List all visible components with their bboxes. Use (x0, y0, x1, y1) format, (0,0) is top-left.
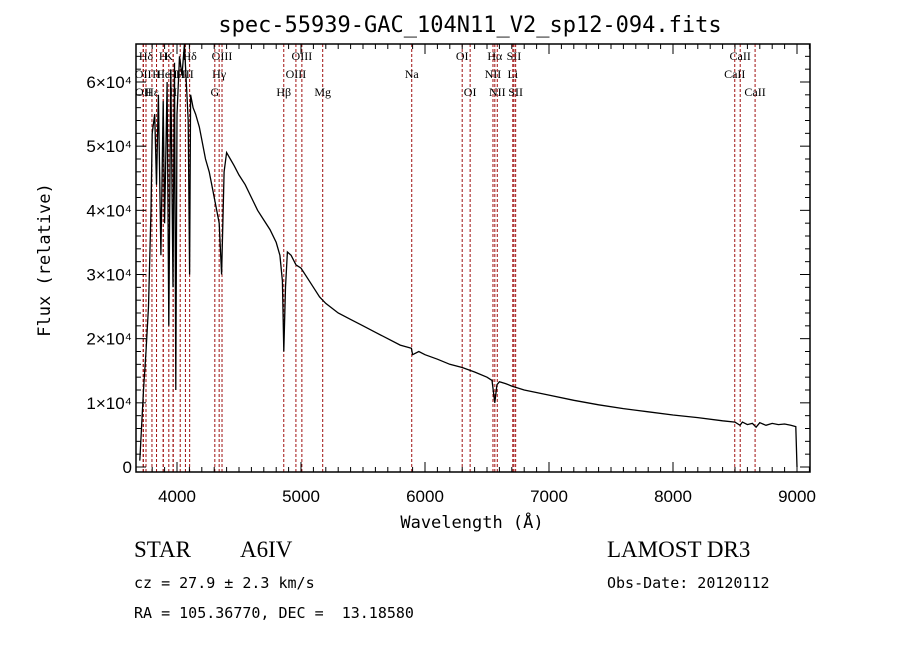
line-marker-label: K (164, 49, 173, 63)
x-axis-label: Wavelength (Å) (400, 511, 543, 533)
line-markers: HδOIIOIIHεHKHHeHIIHHδHIIOIIIHγGHβOIIIOII… (135, 44, 766, 472)
plot-frame (135, 43, 811, 473)
line-marker-label: CaII (724, 67, 745, 81)
x-tick-label: 9000 (778, 487, 816, 506)
line-marker-label: CaII (730, 49, 751, 63)
y-tick-label: 2×10⁴ (86, 330, 132, 349)
line-marker-label: H (176, 67, 185, 81)
line-marker-label: G (210, 85, 219, 99)
line-marker-label: CaII (744, 85, 765, 99)
line-marker-label: He (156, 67, 170, 81)
y-tick-label: 5×10⁴ (86, 137, 132, 156)
y-tick-label: 4×10⁴ (86, 201, 132, 220)
axis-ticks: 4000 5000 6000 7000 8000 9000 0 1×10⁴ 2×10⁴ 3×10⁴… (86, 44, 816, 506)
line-marker-label: Hε (145, 85, 159, 99)
x-tick-label: 5000 (282, 487, 320, 506)
line-marker-label: OIII (212, 49, 233, 63)
y-tick-label: 0 (123, 458, 132, 477)
obs-date: Obs-Date: 20120112 (607, 574, 770, 592)
line-marker-label: OIII (292, 49, 313, 63)
y-tick-label: 3×10⁴ (86, 266, 132, 285)
line-marker-label: Hδ (139, 49, 154, 63)
line-marker-label: Hα (487, 49, 503, 63)
x-tick-label: 8000 (654, 487, 692, 506)
line-marker-label: Hδ (182, 49, 197, 63)
line-marker-label: Na (405, 67, 420, 81)
line-marker-label: NII (485, 67, 502, 81)
line-marker-label: SII (507, 49, 522, 63)
line-marker-label: OI (464, 85, 477, 99)
line-marker-label: Hγ (212, 67, 227, 81)
x-tick-label: 4000 (158, 487, 196, 506)
line-marker-label: OI (456, 49, 469, 63)
object-class: STAR (134, 537, 191, 562)
line-marker-label: H (152, 67, 161, 81)
survey-label: LAMOST DR3 (607, 537, 751, 562)
line-marker-label: Li (507, 67, 518, 81)
y-tick-label: 6×10⁴ (86, 73, 132, 92)
line-marker-label: SII (508, 85, 523, 99)
line-marker-label: OII (135, 85, 152, 99)
chart-title: spec-55939-GAC_104N11_V2_sp12-094.fits (218, 13, 721, 38)
series-group (139, 43, 798, 468)
subclass: A6IV (240, 537, 293, 562)
y-tick-label: 1×10⁴ (86, 394, 132, 413)
line-marker-label: Mg (314, 85, 331, 99)
x-tick-label: 6000 (406, 487, 444, 506)
x-tick-label: 7000 (530, 487, 568, 506)
coords-text: RA = 105.36770, DEC = 13.18580 (134, 604, 414, 622)
series-line-spectrum (139, 43, 798, 468)
y-axis-label: Flux (relative) (35, 183, 55, 337)
line-marker-label: NII (489, 85, 506, 99)
line-marker-label: OIII (286, 67, 307, 81)
redshift-text: cz = 27.9 ± 2.3 km/s (134, 574, 315, 592)
line-marker-label: II (169, 85, 177, 99)
line-marker-label: Hβ (276, 85, 291, 99)
